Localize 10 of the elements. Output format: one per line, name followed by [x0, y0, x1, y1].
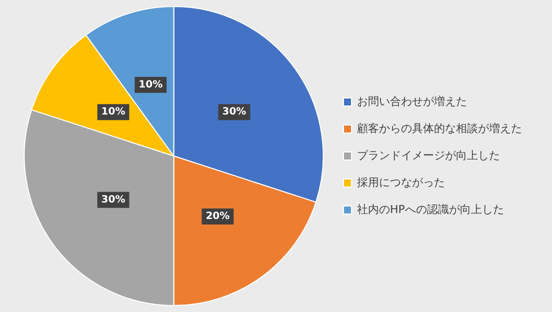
data-label: 10%: [101, 106, 126, 118]
legend-label: 顧客からの具体的な相談が増えた: [357, 122, 522, 135]
data-label: 20%: [206, 211, 230, 222]
legend-label: お問い合わせが増えた: [357, 94, 467, 108]
legend-label: 採用につながった: [357, 176, 445, 189]
legend-label: 社内のHPへの認識が向上した: [357, 202, 504, 216]
legend-label: ブランドイメージが向上した: [357, 148, 500, 162]
data-label: 10%: [138, 80, 163, 90]
data-label: 30%: [222, 106, 246, 118]
data-label: 30%: [101, 194, 126, 206]
